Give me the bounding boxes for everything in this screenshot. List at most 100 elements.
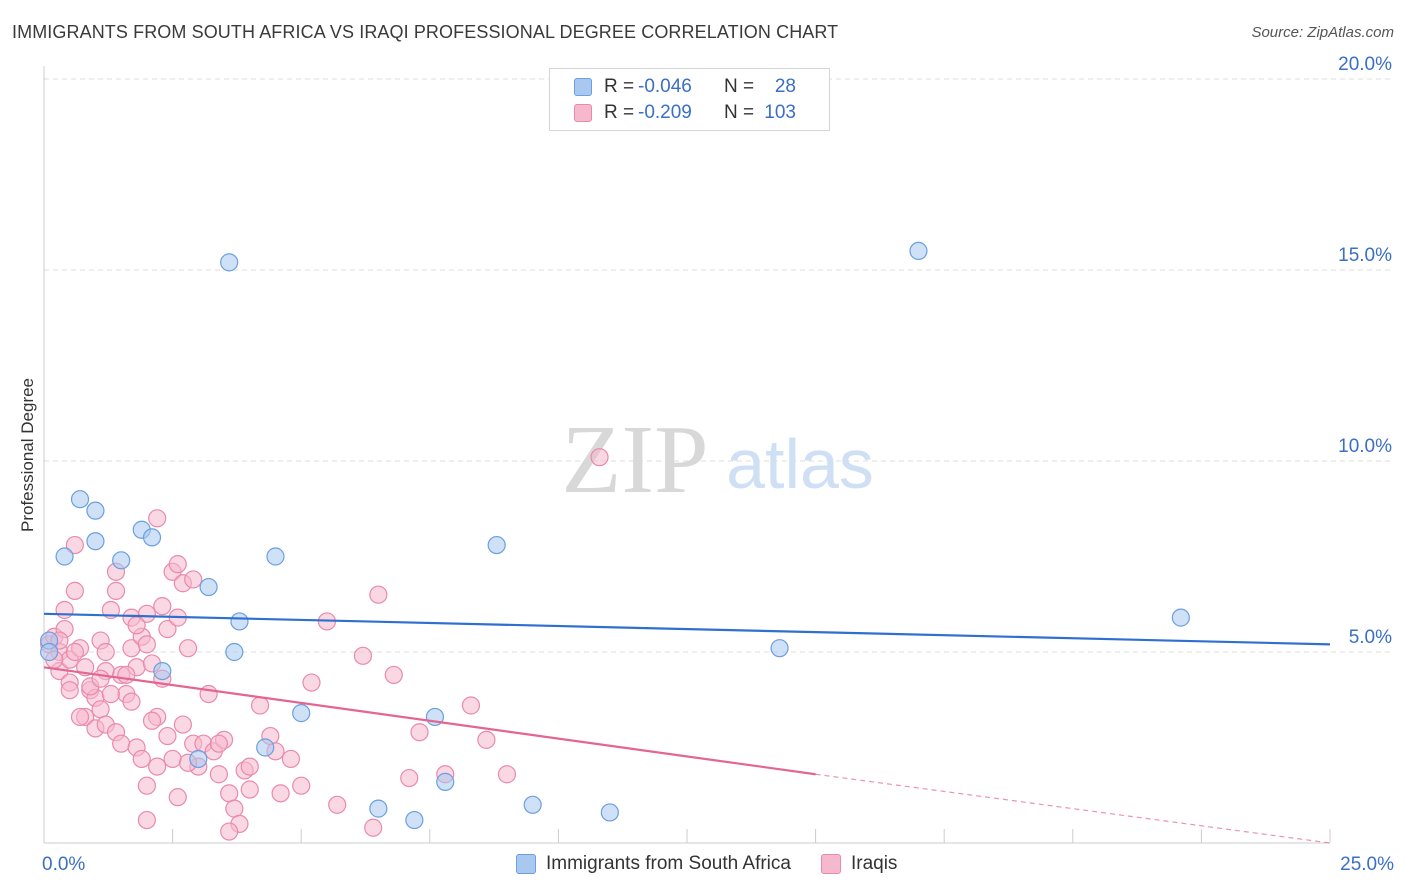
iraqis-point — [106, 581, 126, 600]
iraqis-trend-line — [43, 666, 816, 776]
bottom-legend-item-iraqis: Iraqis — [820, 853, 898, 875]
legend-r-value: -0.046 — [638, 76, 692, 97]
south-africa-point — [220, 253, 239, 272]
iraqis-trend-extension — [815, 773, 1331, 844]
legend-n-label: N = — [724, 76, 755, 97]
iraqis-point — [250, 696, 270, 715]
iraqis-point — [142, 711, 162, 730]
iraqis-point — [369, 585, 388, 604]
legend-swatch-pink — [574, 104, 592, 122]
iraqis-point — [384, 665, 403, 685]
south-africa-trend-line — [43, 612, 1331, 646]
south-africa-point — [230, 612, 249, 631]
legend-row-south-africa: R = -0.046 N = 28 — [574, 75, 796, 99]
chart-title: IMMIGRANTS FROM SOUTH AFRICA VS IRAQI PR… — [12, 22, 839, 42]
south-africa-point — [112, 551, 131, 570]
south-africa-point — [770, 639, 789, 658]
legend-n-value: 28 — [774, 76, 796, 97]
legend-r-label: R = — [604, 76, 635, 97]
x-tick-label: 0.0% — [42, 854, 85, 875]
iraqis-point — [240, 757, 259, 776]
south-africa-point — [225, 642, 244, 662]
south-africa-point — [1171, 608, 1190, 627]
trend-lines — [43, 612, 1331, 844]
iraqis-point — [209, 765, 228, 784]
iraqis-point — [96, 642, 115, 662]
iraqis-point — [168, 555, 187, 574]
legend-r-label: R = — [604, 102, 635, 123]
iraqis-point — [127, 616, 146, 635]
iraqis-point — [271, 784, 290, 803]
south-africa-point — [70, 490, 90, 509]
legend-n-value: 103 — [764, 102, 796, 123]
iraqis-point — [292, 776, 311, 795]
bottom-legend-swatch-blue — [516, 854, 536, 874]
iraqis-point — [137, 810, 156, 830]
bottom-legend-label: Iraqis — [850, 853, 898, 874]
south-africa-point — [55, 547, 74, 566]
iraqis-points — [40, 448, 609, 841]
iraqis-point — [65, 535, 84, 555]
iraqis-point — [497, 765, 517, 784]
south-africa-point — [523, 795, 542, 814]
iraqis-point — [153, 597, 172, 616]
south-africa-point — [909, 241, 928, 260]
iraqis-point — [55, 600, 74, 620]
iraqis-point — [101, 684, 120, 704]
iraqis-point — [410, 723, 429, 742]
south-africa-point — [142, 528, 162, 547]
bottom-legend-label: Immigrants from South Africa — [546, 853, 791, 874]
iraqis-point — [148, 509, 167, 528]
iraqis-point — [158, 619, 177, 639]
south-africa-point — [199, 577, 218, 597]
iraqis-point — [220, 822, 239, 841]
axis-layer — [43, 66, 1331, 844]
iraqis-point — [240, 780, 259, 799]
south-africa-point — [292, 704, 311, 723]
iraqis-point — [477, 730, 496, 749]
iraqis-point — [590, 448, 609, 467]
iraqis-point — [173, 715, 192, 734]
legend-r-value: -0.209 — [638, 102, 692, 123]
iraqis-point — [302, 673, 321, 692]
south-africa-point — [189, 749, 208, 769]
iraqis-point — [117, 665, 136, 685]
iraqis-point — [137, 635, 156, 654]
tick-labels: 5.0% 10.0% 15.0% 20.0% 0.0% 25.0% — [42, 54, 1394, 875]
bottom-legend: Immigrants from South Africa Iraqis — [516, 852, 927, 876]
source-label: Source: ZipAtlas.com — [1251, 24, 1394, 41]
iraqis-point — [400, 768, 419, 788]
iraqis-point — [60, 681, 79, 700]
south-africa-point — [266, 547, 285, 566]
y-tick-label: 10.0% — [1338, 436, 1392, 457]
iraqis-point — [132, 749, 151, 769]
iraqis-point — [364, 818, 383, 837]
south-africa-point — [487, 535, 506, 555]
iraqis-point — [199, 684, 218, 704]
iraqis-point — [148, 757, 167, 776]
iraqis-point — [184, 570, 203, 589]
south-africa-point — [436, 772, 455, 791]
iraqis-point — [70, 707, 90, 727]
y-tick-label: 20.0% — [1338, 54, 1392, 75]
iraqis-point — [158, 726, 177, 746]
legend-row-iraqis: R = -0.209 N = 103 — [574, 101, 796, 125]
south-africa-point — [153, 661, 172, 681]
watermark-atlas: atlas — [726, 425, 874, 503]
south-africa-point — [86, 501, 105, 520]
iraqis-point — [220, 784, 239, 803]
legend-swatch-blue — [574, 78, 592, 96]
watermark-zip: ZIP — [562, 406, 709, 514]
iraqis-point — [65, 581, 84, 600]
x-tick-label: 25.0% — [1340, 854, 1394, 875]
iraqis-point — [122, 692, 141, 711]
iraqis-point — [91, 669, 110, 688]
y-tick-label: 15.0% — [1338, 245, 1392, 266]
south-africa-point — [40, 642, 59, 662]
iraqis-point — [137, 604, 156, 623]
iraqis-point — [65, 642, 84, 662]
south-africa-point — [256, 738, 275, 757]
iraqis-point — [112, 734, 131, 753]
iraqis-point — [168, 788, 187, 807]
